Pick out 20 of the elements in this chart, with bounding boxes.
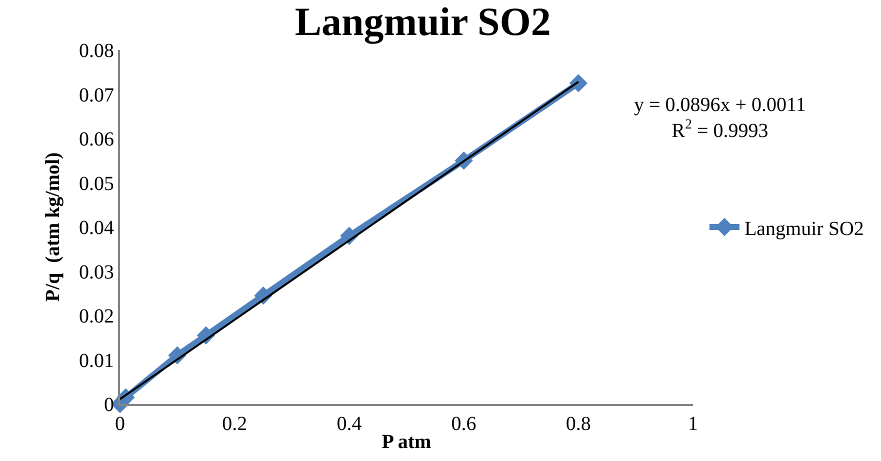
x-tick-label: 0.4 <box>336 413 362 435</box>
x-tick-label: 0.6 <box>451 413 476 435</box>
point <box>569 74 588 92</box>
y-tick-label: 0.02 <box>79 306 114 328</box>
y-tick-label: 0 <box>104 394 114 416</box>
y-tick-label: 0.03 <box>79 261 114 284</box>
x-tick-label: 0.8 <box>566 413 591 435</box>
annotation: y = 0.0896x + 0.0011 R$^{2}$ = 0.9993 <box>634 94 806 142</box>
x-tick-label: 0.2 <box>222 413 248 435</box>
x-tick-label: 1 <box>688 413 698 435</box>
y-tick-label: 0.05 <box>79 172 114 195</box>
y-tick-label: 0.07 <box>79 84 114 106</box>
y-tick-label: 0.06 <box>79 128 114 150</box>
y-tick-label: 0.04 <box>79 217 114 239</box>
y-tick-label: 0.01 <box>79 350 114 372</box>
y-tick-label: 0.08 <box>79 40 114 62</box>
y-axis-title: P/q (atm kg/mol) <box>42 152 64 302</box>
legend-label: Langmuir SO2 <box>744 218 864 240</box>
chart-title: Langmuir SO2 <box>294 0 551 44</box>
x-axis-title: P atm <box>382 431 432 453</box>
